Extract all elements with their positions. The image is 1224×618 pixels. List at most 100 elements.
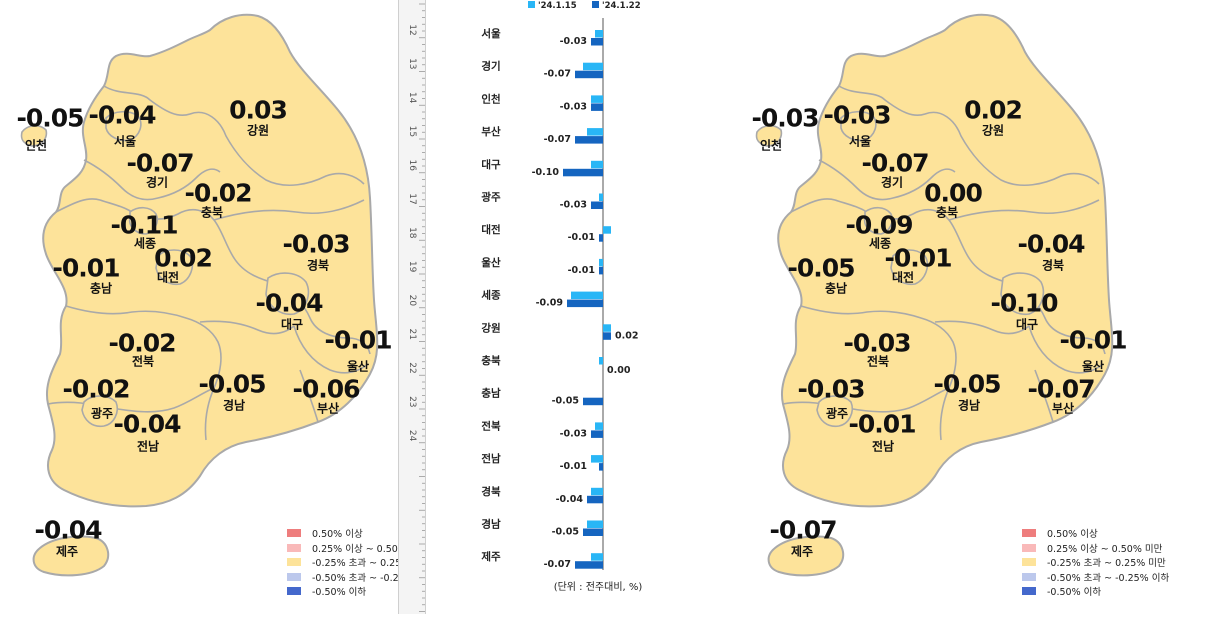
region-value-chungnam: -0.01 — [52, 253, 120, 283]
bar-series1 — [599, 357, 603, 365]
region-value-incheon: -0.03 — [751, 103, 819, 133]
region-value-ulsan: -0.01 — [324, 325, 392, 355]
region-name-daegu: 대구 — [280, 317, 304, 332]
legend-swatch — [287, 587, 301, 595]
bar-value-label: -0.03 — [560, 200, 587, 211]
region-name-busan: 부산 — [316, 401, 340, 416]
region-value-gyeongbuk: -0.04 — [1017, 229, 1085, 259]
region-name-jeonnam: 전남 — [871, 439, 895, 454]
province-boundary — [1028, 325, 1104, 374]
region-name-gyeongnam: 경남 — [957, 398, 981, 413]
region-name-gwangju: 광주 — [825, 406, 849, 421]
category-label: 충북 — [481, 354, 501, 367]
bar-value-label: -0.03 — [560, 101, 587, 112]
bar-series2 — [563, 168, 603, 177]
region-value-jeonnam: -0.01 — [848, 409, 916, 439]
region-value-chungbuk: -0.02 — [184, 178, 252, 208]
province-boundary — [1034, 369, 1054, 423]
series-legend-label: '24.1.15 — [538, 1, 577, 11]
bar-series1 — [591, 487, 603, 496]
ruler-label: 19 — [407, 261, 417, 273]
ruler-label: 23 — [407, 396, 417, 407]
legend-label: -0.25% 초과 ~ 0.25 — [312, 558, 398, 569]
bar-series2 — [587, 495, 603, 504]
legend-label: -0.50% 초과 ~ -0.25% 이하 — [1047, 572, 1170, 584]
ruler-label: 17 — [407, 193, 417, 204]
left-map-shape — [20, 13, 379, 577]
region-value-incheon: -0.05 — [16, 103, 84, 133]
region-value-busan: -0.07 — [1027, 374, 1095, 404]
bar-series1 — [591, 95, 603, 103]
city-boundary — [105, 110, 142, 142]
region-value-gyeongbuk: -0.03 — [282, 229, 350, 259]
bar-series1 — [591, 160, 603, 169]
region-name-jeonbuk: 전북 — [866, 354, 890, 369]
vertical-ruler: 12 13 14 15 16 17 18 19 20 21 22 23 24 — [398, 0, 426, 614]
province-boundary — [103, 85, 365, 186]
region-value-jeonbuk: -0.03 — [843, 328, 911, 358]
legend-label: -0.25% 초과 ~ 0.25% 미만 — [1047, 558, 1166, 569]
region-name-gyeongbuk: 경북 — [1041, 258, 1065, 273]
region-value-daegu: -0.10 — [990, 288, 1058, 318]
bar-value-label: -0.07 — [544, 559, 571, 570]
ruler-label: 14 — [407, 92, 417, 104]
bar-series2 — [603, 332, 611, 340]
bar-value-label: -0.01 — [568, 232, 595, 243]
category-label: 충남 — [481, 387, 501, 400]
bar-series1 — [591, 553, 603, 561]
region-name-ulsan: 울산 — [1081, 359, 1105, 374]
region-name-jeju: 제주 — [790, 544, 814, 559]
ruler-label: 22 — [407, 362, 417, 373]
bar-series1 — [595, 422, 603, 430]
right-map-shape — [755, 13, 1114, 577]
category-label: 경남 — [481, 518, 501, 531]
legend-label: 0.50% 이상 — [312, 529, 363, 540]
province-boundary — [934, 320, 1030, 335]
bar-series1 — [587, 128, 603, 136]
province-boundary — [800, 305, 957, 441]
region-name-gangwon: 강원 — [246, 123, 270, 138]
island-shape — [20, 124, 48, 147]
region-value-gangwon: 0.02 — [964, 95, 1023, 125]
right-map-panel: -0.03 인천 -0.03 서울 0.02 강원 -0.07 경기 0.00 충북 -0.09 세종… — [735, 0, 1169, 614]
bar-chart: '24.1.15 '24.1.22 서울 -0.03 경기 -0.07 인천 -0.03 부산 -… — [481, 1, 642, 593]
legend-swatch — [287, 543, 301, 552]
bar-series2 — [583, 397, 603, 406]
bar-series1 — [587, 520, 603, 528]
region-value-ulsan: -0.01 — [1059, 325, 1127, 355]
category-label: 경북 — [481, 485, 501, 498]
bar-series2 — [599, 266, 603, 275]
region-name-daegu: 대구 — [1015, 317, 1039, 332]
series-legend-label: '24.1.22 — [602, 1, 641, 11]
category-label: 전북 — [481, 419, 501, 432]
region-name-gyeongnam: 경남 — [222, 398, 246, 413]
region-value-gyeongnam: -0.05 — [933, 369, 1001, 399]
ruler-label: 18 — [407, 227, 417, 239]
region-name-gyeonggi: 경기 — [145, 175, 169, 190]
city-boundary — [816, 395, 854, 428]
legend-swatch — [287, 558, 301, 566]
bar-series2 — [591, 38, 603, 46]
region-value-seoul: -0.03 — [823, 100, 891, 130]
region-value-busan: -0.06 — [292, 374, 360, 404]
legend-swatch — [1022, 587, 1036, 595]
province-boundary — [790, 198, 1014, 285]
city-boundary — [863, 206, 894, 235]
region-name-sejong: 세종 — [868, 236, 892, 251]
bar-series2 — [591, 430, 603, 438]
bar-value-label: -0.03 — [560, 428, 587, 439]
category-label: 대전 — [481, 223, 500, 236]
ruler-label: 20 — [407, 295, 417, 307]
city-boundary — [265, 272, 310, 316]
bar-value-label: -0.05 — [552, 527, 579, 538]
region-value-jeju: -0.04 — [34, 515, 102, 545]
region-value-gyeonggi: -0.07 — [126, 148, 194, 178]
region-name-chungbuk: 충북 — [200, 205, 224, 220]
region-name-daejeon: 대전 — [156, 270, 180, 285]
ruler-ticks: 12 13 14 15 16 17 18 19 20 21 22 23 24 — [407, 3, 425, 612]
bar-value-label: 0.02 — [615, 330, 638, 341]
ruler-label: 24 — [407, 430, 417, 442]
bar-value-label: -0.05 — [552, 396, 579, 407]
category-label: 세종 — [481, 289, 501, 302]
bar-value-label: -0.01 — [560, 461, 587, 472]
